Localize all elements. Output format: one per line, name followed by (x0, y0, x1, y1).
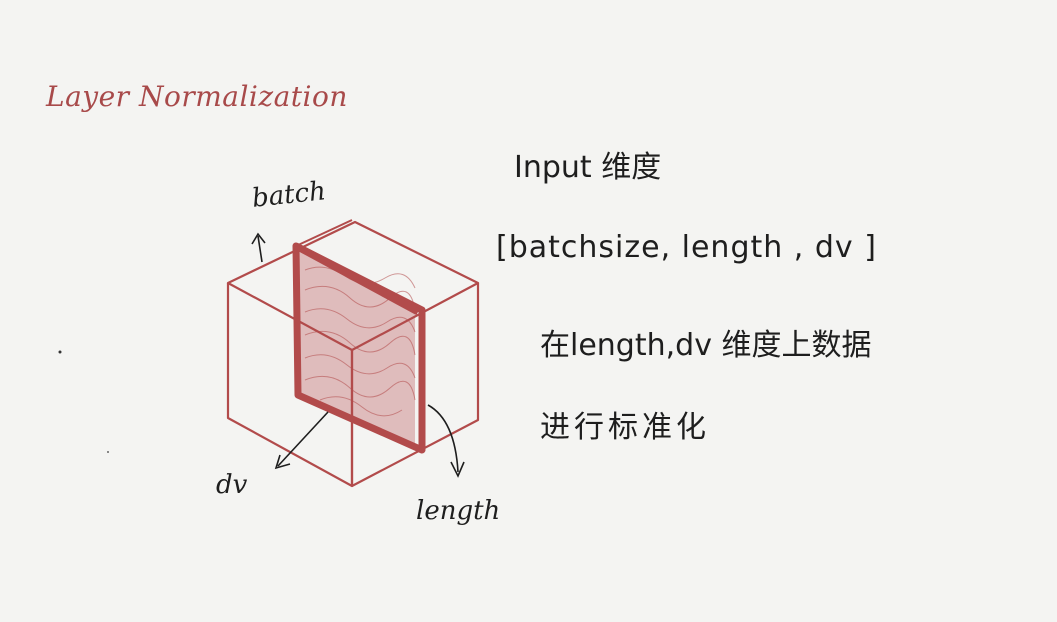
input-heading: Input 维度 (514, 150, 662, 185)
note-line-1: 在length,dv 维度上数据 (540, 328, 872, 363)
note-line-2: 进行标准化 (540, 410, 710, 445)
cube (226, 220, 480, 488)
dv-arrow (274, 411, 329, 470)
input-shape: [batchsize, length , dv ] (496, 230, 877, 265)
slice-top-edge (295, 219, 353, 247)
batch-arrow (251, 232, 266, 263)
stray-dot (58, 350, 62, 354)
dv-label: dv (216, 470, 248, 500)
length-arrow (427, 404, 465, 478)
slice-border (292, 242, 426, 454)
stray-dot (107, 451, 109, 453)
length-label: length (416, 496, 501, 526)
diagram-title: Layer Normalization (46, 80, 348, 113)
